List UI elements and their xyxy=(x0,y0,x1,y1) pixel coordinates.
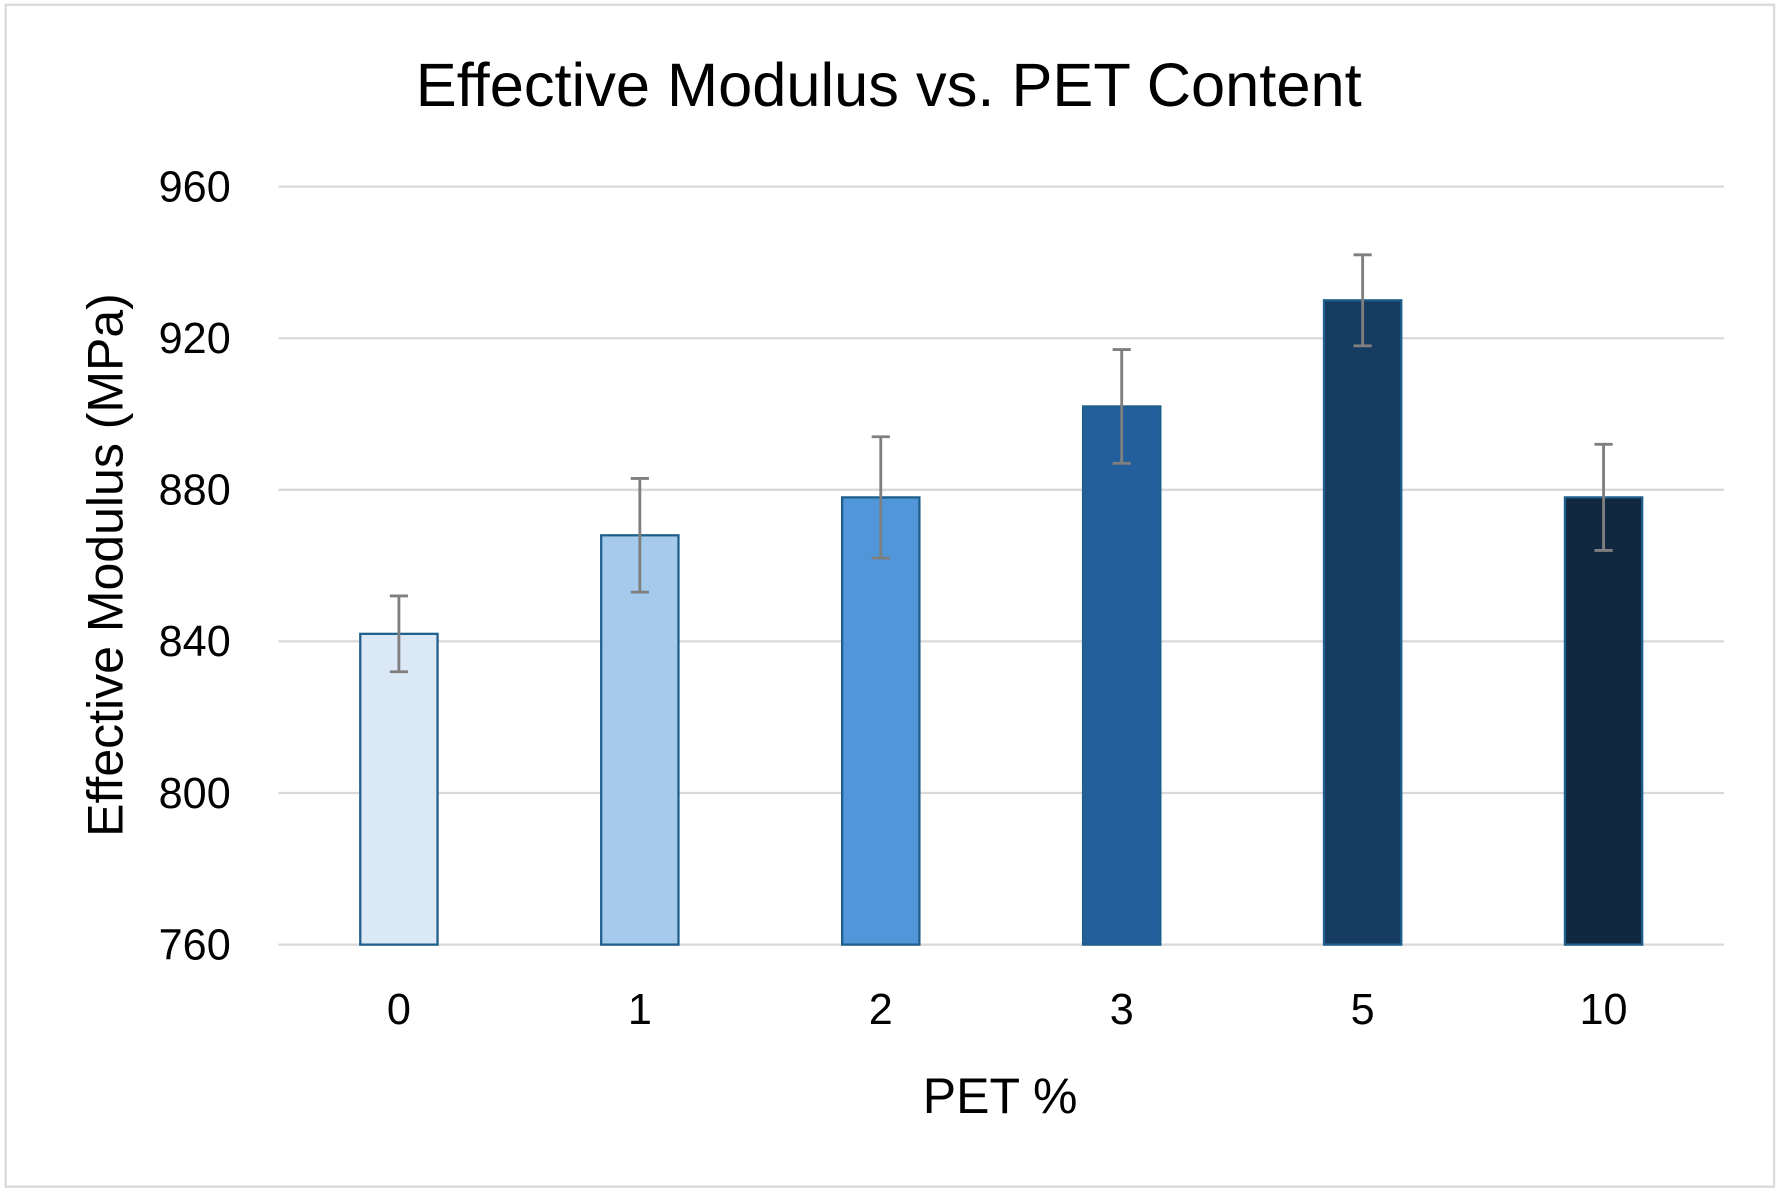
y-tick-label: 800 xyxy=(159,770,231,818)
x-tick-labels: 0 1 2 3 5 10 xyxy=(387,986,1628,1034)
x-tick-label: 0 xyxy=(387,986,411,1034)
y-tick-label: 920 xyxy=(159,315,231,363)
x-tick-label: 3 xyxy=(1110,986,1134,1034)
x-axis-label: PET % xyxy=(923,1068,1078,1124)
y-tick-label: 840 xyxy=(159,618,231,666)
x-tick-label: 10 xyxy=(1580,986,1628,1034)
chart-title: Effective Modulus vs. PET Content xyxy=(416,51,1362,120)
y-tick-label: 760 xyxy=(159,921,231,969)
y-tick-labels: 760 800 840 880 920 960 xyxy=(159,163,231,969)
bar-1 xyxy=(600,534,680,946)
y-tick-label: 880 xyxy=(159,467,231,515)
bars xyxy=(359,299,1644,946)
bar-3 xyxy=(1081,405,1162,946)
bar-5 xyxy=(1322,299,1403,946)
x-tick-label: 2 xyxy=(869,986,893,1034)
x-tick-label: 1 xyxy=(628,986,652,1034)
y-tick-label: 960 xyxy=(159,163,231,211)
y-axis-label: Effective Modulus (MPa) xyxy=(78,293,134,837)
bar-0 xyxy=(359,632,439,946)
bar-10 xyxy=(1563,496,1644,946)
gridlines xyxy=(278,185,1725,946)
bar-2 xyxy=(840,496,921,946)
error-bars xyxy=(389,253,1613,674)
x-tick-label: 5 xyxy=(1351,986,1375,1034)
